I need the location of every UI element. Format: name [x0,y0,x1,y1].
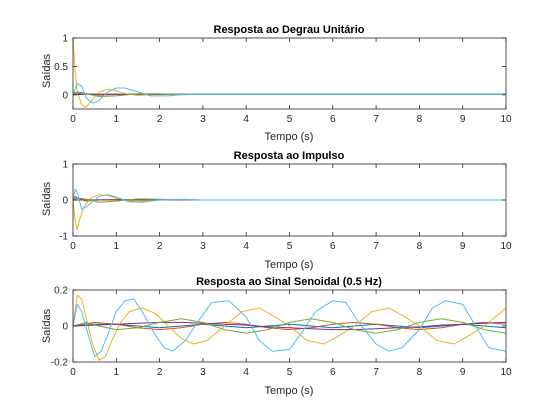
chart-title: Resposta ao Impulso [234,150,345,162]
x-tick-label: 9 [460,114,466,125]
y-tick-label: 0 [62,196,68,207]
x-tick-label: 0 [70,114,76,125]
x-tick-label: 4 [243,114,249,125]
y-tick-label: 1 [62,160,68,171]
x-tick-label: 2 [157,241,163,252]
x-axis-label: Tempo (s) [265,385,314,397]
y-tick-label: 0.2 [54,286,68,297]
series-group [73,294,506,361]
y-tick-label: -0.2 [51,358,69,369]
series-line-2 [73,321,506,331]
x-tick-label: 6 [330,114,336,125]
chart-title: Resposta ao Sinal Senoidal (0.5 Hz) [196,276,382,288]
subplot-impulse-response: Resposta ao Impulso Tempo (s) Saídas 0 1 2… [41,150,512,271]
y-tick-label: -1 [59,232,68,243]
y-tick-label: 1 [62,34,68,45]
x-axis-label: Tempo (s) [265,259,314,271]
x-tick-label: 8 [417,241,423,252]
x-tick-label: 3 [200,367,206,378]
series-line-4 [73,321,506,331]
x-tick-label: 2 [157,114,163,125]
y-axis-label: Saídas [41,308,53,343]
x-tick-label: 8 [417,114,423,125]
x-tick-label: 7 [373,114,379,125]
subplot-sine-response: Resposta ao Sinal Senoidal (0.5 Hz) Temp… [41,276,512,397]
series-group [73,188,506,230]
x-tick-label: 3 [200,114,206,125]
series-line-6 [73,298,506,358]
series-line-6 [73,82,506,104]
y-tick-label: 0.5 [54,62,68,73]
x-tick-label: 0 [70,241,76,252]
x-tick-label: 7 [373,241,379,252]
x-tick-label: 1 [114,367,120,378]
x-tick-label: 2 [157,367,163,378]
x-tick-label: 5 [287,241,293,252]
chart-title: Resposta ao Degrau Unitário [214,24,365,36]
x-tick-label: 7 [373,367,379,378]
series-line-3 [73,294,506,361]
x-tick-label: 10 [500,367,512,378]
plot-area [73,38,506,109]
subplot-step-response: Resposta ao Degrau Unitário Tempo (s) Sa… [41,24,512,143]
x-tick-label: 5 [287,367,293,378]
x-tick-label: 10 [500,114,512,125]
x-tick-label: 9 [460,367,466,378]
x-tick-label: 1 [114,114,120,125]
x-tick-label: 3 [200,241,206,252]
x-axis-label: Tempo (s) [265,131,314,143]
x-tick-label: 10 [500,241,512,252]
x-tick-label: 5 [287,114,293,125]
series-line-5 [73,318,506,334]
x-tick-label: 8 [417,367,423,378]
x-tick-label: 6 [330,367,336,378]
series-line-6 [73,188,506,210]
x-tick-label: 6 [330,241,336,252]
y-tick-label: 0 [62,322,68,333]
series-group [73,38,506,108]
x-tick-label: 0 [70,367,76,378]
y-tick-label: 0 [62,90,68,101]
y-axis-label: Saídas [41,53,53,88]
y-axis-label: Saídas [41,181,53,216]
x-tick-label: 4 [243,367,249,378]
x-tick-label: 1 [114,241,120,252]
series-line-1 [73,323,506,329]
x-tick-label: 9 [460,241,466,252]
x-tick-label: 4 [243,241,249,252]
